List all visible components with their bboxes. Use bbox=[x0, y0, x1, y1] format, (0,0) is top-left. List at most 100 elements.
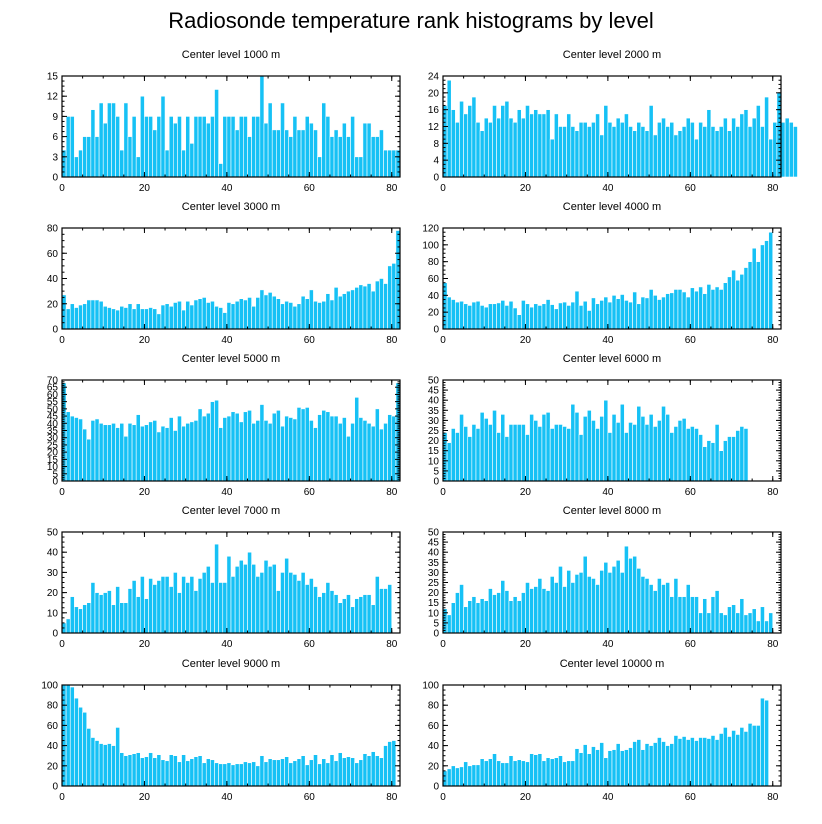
histogram-bar bbox=[234, 129, 240, 178]
histogram-panel-8000m: Center level 8000 m051015202530354045500… bbox=[428, 505, 782, 650]
histogram-bar bbox=[479, 305, 485, 330]
histogram-bar bbox=[362, 122, 368, 178]
histogram-bar bbox=[694, 596, 699, 634]
histogram-bar bbox=[710, 596, 716, 634]
y-tick-label: 40 bbox=[47, 419, 59, 430]
bars bbox=[442, 399, 749, 482]
histogram-bar bbox=[611, 566, 617, 634]
histogram-bar bbox=[259, 75, 265, 178]
histogram-bar bbox=[455, 767, 460, 787]
histogram-bar bbox=[292, 574, 298, 634]
histogram-bar bbox=[591, 121, 596, 178]
histogram-bar bbox=[193, 420, 199, 482]
histogram-panel-4000m: Center level 4000 m 0 20 40 60 80 100 120 0 20 40 6… bbox=[422, 201, 782, 346]
histogram-bar bbox=[276, 298, 281, 330]
histogram-bar bbox=[722, 727, 728, 787]
histogram-bar bbox=[82, 711, 88, 787]
histogram-bar bbox=[648, 289, 654, 330]
histogram-bar bbox=[558, 566, 563, 634]
histogram-bar bbox=[189, 758, 195, 787]
histogram-bar bbox=[317, 156, 322, 178]
histogram-bar bbox=[541, 414, 547, 482]
histogram-bar bbox=[702, 293, 708, 330]
histogram-bar bbox=[238, 116, 244, 178]
y-tick-label: 12 bbox=[428, 122, 440, 133]
histogram-bar bbox=[296, 129, 302, 178]
histogram-bar bbox=[358, 759, 364, 787]
histogram-bar bbox=[325, 582, 331, 634]
histogram-bar bbox=[358, 156, 364, 178]
histogram-bar bbox=[185, 582, 191, 634]
histogram-bar bbox=[160, 576, 166, 634]
histogram-bar bbox=[533, 420, 539, 482]
histogram-bar bbox=[111, 745, 116, 787]
histogram-bar bbox=[673, 426, 679, 482]
histogram-bar bbox=[591, 578, 596, 634]
histogram-bar bbox=[619, 121, 625, 178]
histogram-bar bbox=[747, 261, 753, 330]
histogram-bar bbox=[317, 763, 322, 787]
y-tick-label: 0 bbox=[52, 173, 58, 184]
histogram-bar bbox=[496, 302, 502, 330]
histogram-bar bbox=[329, 590, 335, 634]
histogram-bar bbox=[747, 126, 753, 178]
histogram-bar bbox=[446, 79, 452, 178]
histogram-bar bbox=[107, 307, 112, 330]
histogram-bar bbox=[259, 289, 265, 330]
y-tick-label: 40 bbox=[428, 548, 440, 559]
histogram-bar bbox=[189, 576, 195, 634]
histogram-bar bbox=[578, 434, 584, 482]
histogram-bar bbox=[341, 293, 347, 330]
histogram-bar bbox=[271, 412, 277, 482]
y-tick-label: 50 bbox=[47, 404, 59, 415]
histogram-bar bbox=[455, 301, 460, 330]
histogram-bar bbox=[760, 606, 765, 634]
histogram-bar bbox=[131, 308, 137, 330]
histogram-bar bbox=[284, 129, 290, 178]
histogram-bar bbox=[309, 759, 314, 787]
histogram-bar bbox=[570, 301, 576, 330]
x-tick-label: 60 bbox=[304, 335, 316, 346]
histogram-bar bbox=[214, 762, 219, 787]
histogram-bar bbox=[144, 308, 149, 330]
histogram-bar bbox=[492, 409, 497, 482]
histogram-bar bbox=[508, 755, 514, 787]
histogram-bar bbox=[247, 136, 252, 178]
y-tick-label: 80 bbox=[428, 701, 440, 712]
histogram-bar bbox=[234, 566, 240, 634]
histogram-bar bbox=[722, 614, 728, 634]
histogram-bar bbox=[562, 301, 567, 330]
histogram-bar bbox=[780, 121, 786, 178]
y-tick-label: 20 bbox=[47, 588, 59, 599]
bars bbox=[61, 75, 401, 178]
y-tick-label: 45 bbox=[428, 386, 440, 397]
histogram-bar bbox=[735, 126, 741, 178]
histogram-bar bbox=[148, 578, 153, 634]
histogram-bar bbox=[640, 416, 646, 482]
y-tick-label: 40 bbox=[47, 274, 59, 285]
histogram-bar bbox=[197, 755, 203, 787]
histogram-bar bbox=[374, 576, 380, 634]
histogram-bar bbox=[94, 592, 100, 634]
histogram-bar bbox=[595, 303, 600, 330]
histogram-bar bbox=[467, 305, 473, 330]
histogram-bar bbox=[325, 293, 331, 330]
histogram-bar bbox=[582, 416, 588, 482]
panel-title: Center level 1000 m bbox=[182, 49, 280, 61]
histogram-bar bbox=[102, 122, 108, 178]
x-tick-label: 60 bbox=[304, 183, 316, 194]
histogram-bar bbox=[467, 105, 473, 178]
histogram-bar bbox=[346, 594, 351, 634]
histogram-bar bbox=[341, 417, 347, 482]
histogram-bar bbox=[354, 156, 360, 178]
histogram-bar bbox=[541, 760, 547, 787]
histogram-bar bbox=[710, 735, 716, 787]
histogram-bar bbox=[512, 307, 518, 330]
y-tick-label: 6 bbox=[52, 132, 58, 143]
histogram-bar bbox=[603, 757, 609, 787]
histogram-bar bbox=[529, 414, 534, 482]
histogram-bar bbox=[619, 294, 625, 330]
histogram-bar bbox=[496, 432, 502, 482]
histogram-bar bbox=[337, 752, 343, 787]
histogram-bar bbox=[255, 765, 261, 787]
